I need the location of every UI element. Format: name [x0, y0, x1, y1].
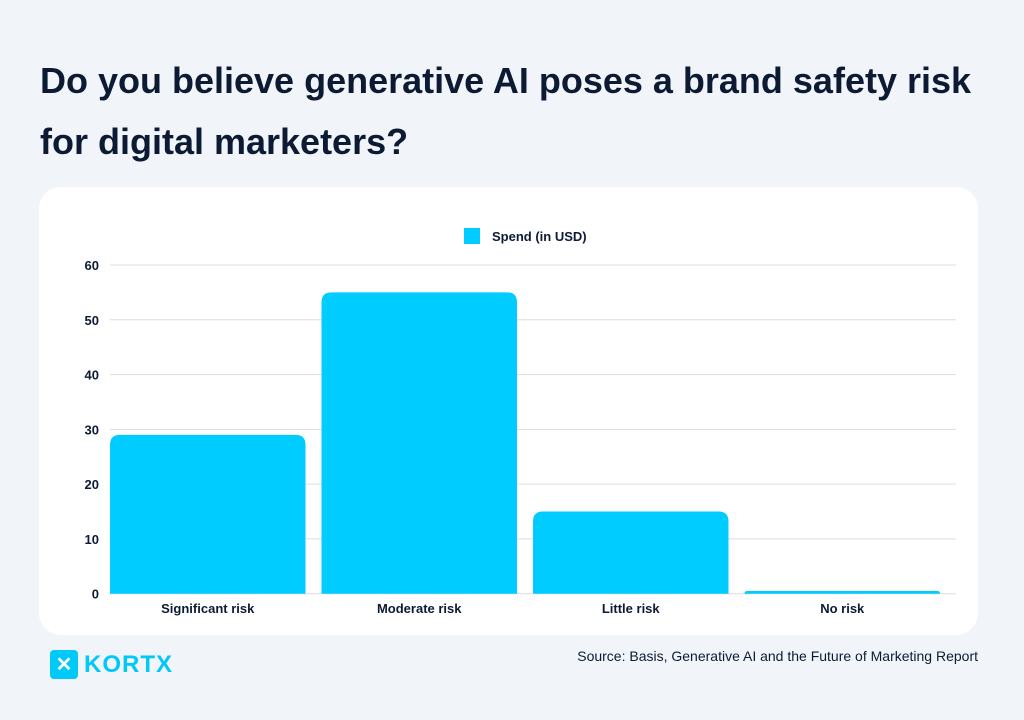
x-tick-label: Moderate risk	[377, 601, 462, 616]
bar-little-risk	[533, 511, 729, 594]
bar-no-risk	[744, 590, 940, 594]
y-tick-label: 30	[85, 422, 99, 437]
y-tick-label: 0	[92, 587, 99, 602]
bar-significant-risk	[110, 434, 306, 594]
legend-label: Spend (in USD)	[492, 229, 587, 244]
logo-x-icon: ✕	[50, 650, 78, 679]
x-tick-label: No risk	[820, 601, 865, 616]
bar-moderate-risk	[321, 292, 517, 594]
y-tick-label: 20	[85, 477, 99, 492]
x-tick-label: Significant risk	[161, 601, 255, 616]
page-title: Do you believe generative AI poses a bra…	[40, 60, 972, 162]
source-note: Source: Basis, Generative AI and the Fut…	[577, 648, 978, 664]
x-tick-label: Little risk	[602, 601, 661, 616]
bar-chart: Spend (in USD) 0 10 20 30 40 50 60 Significant…	[85, 228, 956, 616]
y-tick-label: 50	[85, 313, 99, 328]
legend-swatch	[464, 228, 480, 244]
logo-text: KORTX	[84, 650, 173, 678]
y-tick-label: 60	[85, 258, 99, 273]
y-tick-label: 10	[85, 532, 99, 547]
kortx-logo: ✕ KORTX	[50, 650, 173, 679]
y-tick-label: 40	[85, 368, 99, 383]
chart-card: Spend (in USD) 0 10 20 30 40 50 60 Significant…	[39, 187, 978, 635]
